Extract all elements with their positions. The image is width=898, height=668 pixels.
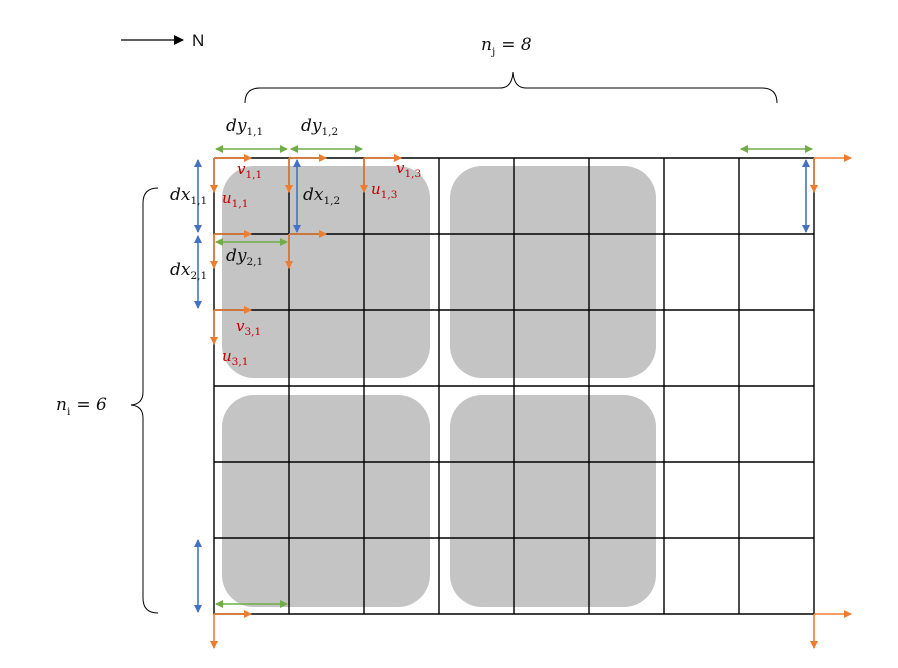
nj-brace bbox=[244, 71, 778, 104]
building-bottom-left bbox=[222, 395, 430, 607]
grid bbox=[213, 157, 815, 615]
u-label-1-3: u1,3 bbox=[371, 180, 397, 201]
nj-label: nj = 8 bbox=[481, 35, 532, 58]
v-label-3-1: v3,1 bbox=[236, 317, 261, 338]
dx-arrows bbox=[194, 159, 810, 613]
dy-arrows bbox=[215, 145, 813, 608]
dy-label-1-2: dy1,2 bbox=[301, 116, 338, 138]
dx-label-1-2: dx1,2 bbox=[303, 185, 340, 207]
building-top-right bbox=[450, 166, 656, 378]
v-label-1-1: v1,1 bbox=[237, 160, 262, 181]
ni-label: ni = 6 bbox=[56, 395, 107, 418]
building-top-left bbox=[222, 166, 430, 378]
buildings bbox=[222, 166, 656, 607]
dx-label-2-1: dx2,1 bbox=[170, 260, 207, 282]
velocity-arrows bbox=[210, 154, 852, 649]
ni-brace bbox=[130, 187, 159, 614]
dy-label-1-1: dy1,1 bbox=[226, 116, 263, 138]
u-label-1-1: u1,1 bbox=[222, 189, 248, 210]
dx-label-1-1: dx1,1 bbox=[170, 185, 207, 207]
north-label: N bbox=[192, 31, 204, 50]
north-indicator: N bbox=[121, 31, 204, 50]
u-label-3-1: u3,1 bbox=[222, 347, 248, 368]
dy-label-2-1: dy2,1 bbox=[226, 246, 263, 268]
v-label-1-3: v1,3 bbox=[396, 159, 421, 180]
building-bottom-right bbox=[450, 395, 656, 607]
